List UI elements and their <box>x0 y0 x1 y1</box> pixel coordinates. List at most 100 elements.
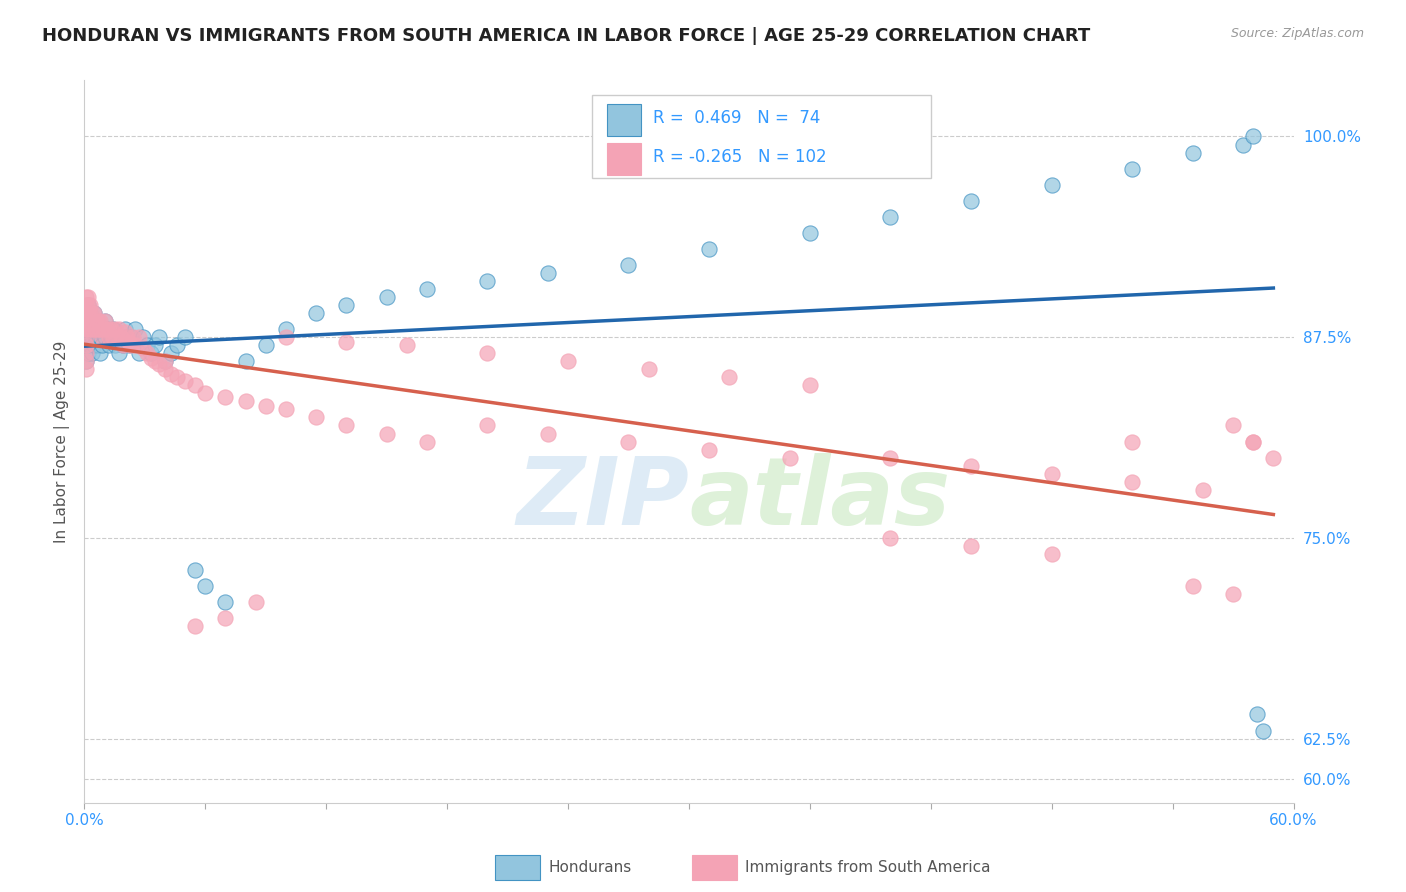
Point <box>96 322 118 336</box>
Point <box>1222 587 1244 601</box>
Point <box>697 242 720 256</box>
Point <box>93 314 115 328</box>
Point <box>124 322 146 336</box>
Point <box>960 458 983 473</box>
Point <box>89 330 111 344</box>
Point <box>93 314 115 328</box>
Point <box>87 322 110 336</box>
Point <box>132 330 155 344</box>
Point <box>153 362 176 376</box>
Point <box>139 346 162 360</box>
Point <box>89 322 111 336</box>
Point <box>77 314 100 328</box>
Point <box>184 619 207 633</box>
Point <box>617 434 640 449</box>
Point <box>75 314 97 328</box>
Point <box>82 306 104 320</box>
Point <box>166 370 188 384</box>
FancyBboxPatch shape <box>592 95 931 178</box>
FancyBboxPatch shape <box>692 855 737 880</box>
Point <box>274 322 297 336</box>
Point <box>93 322 115 336</box>
Point <box>799 226 821 240</box>
Point <box>83 322 105 336</box>
Point <box>879 531 901 545</box>
Point <box>77 322 100 336</box>
Point <box>79 338 101 352</box>
Point <box>375 290 398 304</box>
Point <box>83 322 105 336</box>
Point <box>115 330 138 344</box>
Point <box>86 314 108 328</box>
Point <box>1253 723 1275 738</box>
Point <box>105 330 128 344</box>
Point <box>697 442 720 457</box>
Point <box>104 322 127 336</box>
Point <box>110 330 132 344</box>
Point <box>537 426 560 441</box>
Point <box>79 322 101 336</box>
Point <box>75 330 97 344</box>
Point <box>174 330 197 344</box>
Point <box>1222 418 1244 433</box>
Point <box>82 314 104 328</box>
Point <box>194 386 217 401</box>
Point <box>87 322 110 336</box>
Point <box>100 322 122 336</box>
Point <box>416 282 439 296</box>
Point <box>75 322 97 336</box>
Point <box>879 450 901 465</box>
Point <box>77 306 100 320</box>
Point <box>75 322 97 336</box>
Text: ZIP: ZIP <box>516 453 689 545</box>
Point <box>235 354 257 368</box>
Point <box>477 274 499 288</box>
Point <box>879 210 901 224</box>
Point <box>1040 178 1063 192</box>
Point <box>477 346 499 360</box>
Point <box>617 258 640 272</box>
Point <box>89 346 111 360</box>
Point <box>557 354 579 368</box>
Point <box>254 399 277 413</box>
Point <box>75 354 97 368</box>
Point <box>537 266 560 280</box>
Point <box>79 322 101 336</box>
Point <box>79 306 101 320</box>
Point <box>1121 434 1143 449</box>
Point <box>135 338 157 352</box>
Point <box>79 298 101 312</box>
Point <box>75 362 97 376</box>
Point <box>335 418 357 433</box>
Text: R =  0.469   N =  74: R = 0.469 N = 74 <box>652 109 820 127</box>
Point <box>104 338 127 352</box>
Point <box>1040 467 1063 481</box>
Point <box>254 338 277 352</box>
Point <box>97 338 120 352</box>
Point <box>960 194 983 208</box>
Point <box>110 330 132 344</box>
Y-axis label: In Labor Force | Age 25-29: In Labor Force | Age 25-29 <box>55 341 70 542</box>
FancyBboxPatch shape <box>607 143 641 175</box>
Point <box>107 346 129 360</box>
Point <box>86 330 108 344</box>
Point <box>96 322 118 336</box>
Point <box>86 314 108 328</box>
Point <box>160 346 183 360</box>
Point <box>335 334 357 349</box>
Point <box>375 426 398 441</box>
Point <box>135 346 157 360</box>
Point <box>799 378 821 392</box>
Point <box>93 330 115 344</box>
Point <box>1040 547 1063 561</box>
Point <box>160 367 183 381</box>
Point <box>82 330 104 344</box>
Point <box>121 330 143 344</box>
Point <box>148 358 170 372</box>
Point <box>75 338 97 352</box>
Point <box>214 595 236 609</box>
Point <box>1181 145 1204 160</box>
Point <box>153 354 176 368</box>
Point <box>166 338 188 352</box>
Point <box>86 322 108 336</box>
